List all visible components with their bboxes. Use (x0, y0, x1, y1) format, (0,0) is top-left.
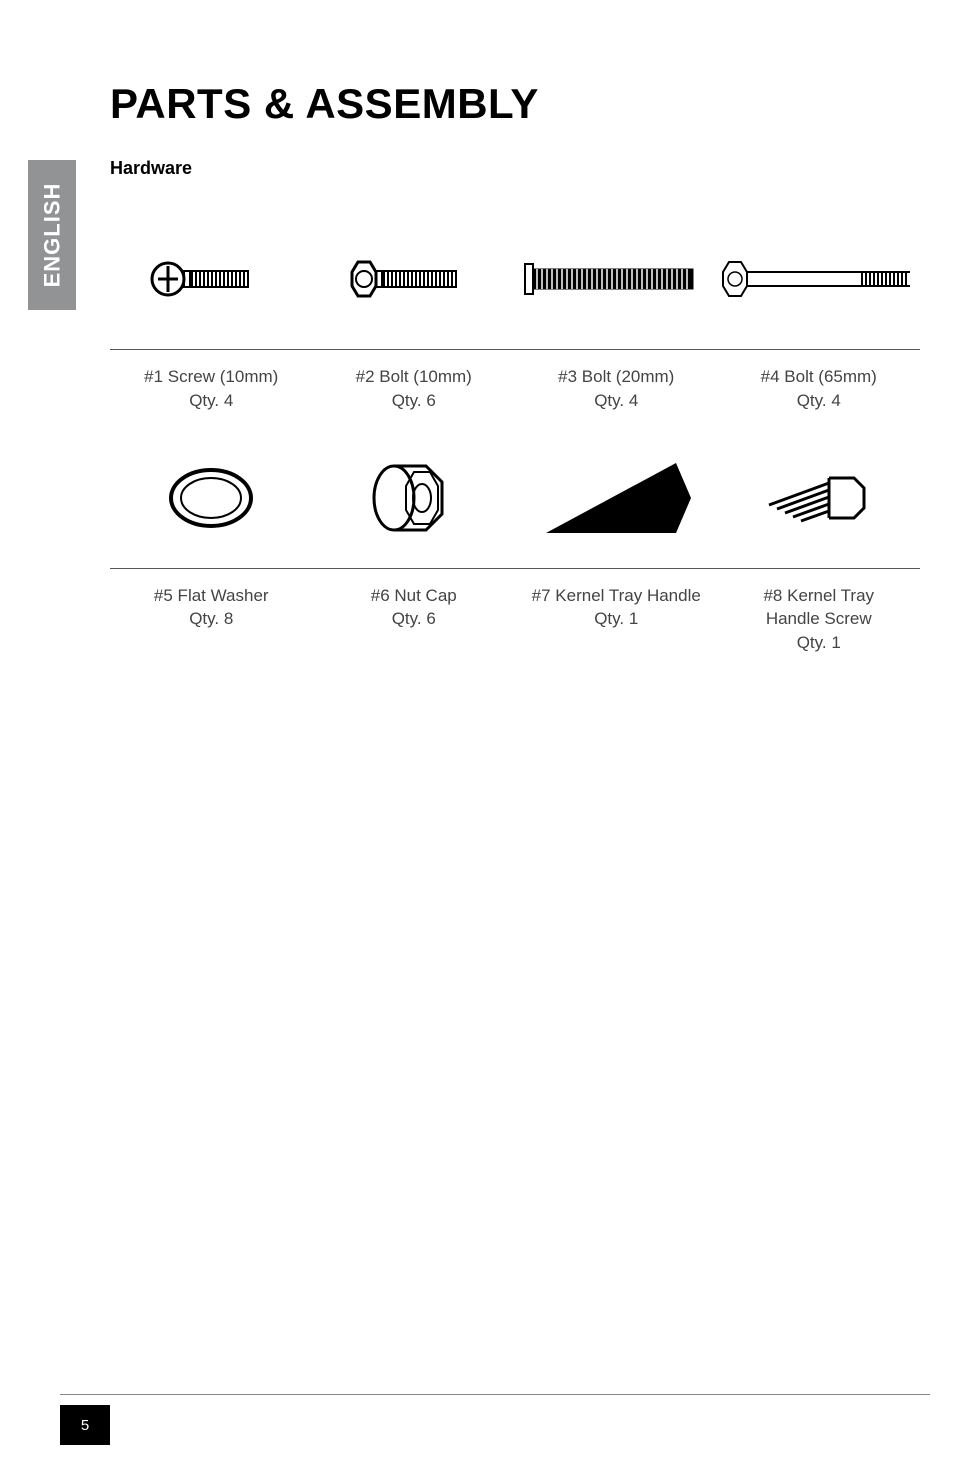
label-text: #4 Bolt (65mm) (722, 365, 917, 389)
bolt-65mm-image (710, 209, 920, 349)
bolt-10mm-label: #2 Bolt (10mm) Qty. 6 (313, 365, 516, 413)
page-title: PARTS & ASSEMBLY (110, 80, 920, 128)
flat-washer-image (110, 428, 313, 568)
label-qty: Qty. 6 (317, 607, 512, 631)
screw-10mm-label: #1 Screw (10mm) Qty. 4 (110, 365, 313, 413)
bolt-20mm-image (510, 209, 710, 349)
label-qty: Qty. 8 (114, 607, 309, 631)
label-text: #3 Bolt (20mm) (519, 365, 714, 389)
hardware-header: Hardware (110, 158, 920, 179)
page-number: 5 (60, 1405, 110, 1445)
kernel-tray-handle-screw-label: #8 Kernel Tray Handle Screw Qty. 1 (718, 584, 921, 655)
language-tab-text: ENGLISH (39, 183, 65, 288)
label-qty: Qty. 4 (114, 389, 309, 413)
handle-icon (536, 448, 696, 548)
page-number-text: 5 (81, 1417, 89, 1434)
label-text: Handle Screw (722, 607, 917, 631)
label-text: #2 Bolt (10mm) (317, 365, 512, 389)
bolt-10mm-image (310, 209, 510, 349)
hardware-row-2-labels: #5 Flat Washer Qty. 8 #6 Nut Cap Qty. 6 … (110, 568, 920, 670)
bolt-20mm-icon (520, 254, 700, 304)
bolt-65mm-icon (715, 254, 915, 304)
screw-icon (150, 254, 270, 304)
bolt-65mm-label: #4 Bolt (65mm) Qty. 4 (718, 365, 921, 413)
hardware-grid: #1 Screw (10mm) Qty. 4 #2 Bolt (10mm) Qt… (110, 209, 920, 670)
screw-10mm-image (110, 209, 310, 349)
hardware-row-1-images (110, 209, 920, 349)
content-area: PARTS & ASSEMBLY Hardware (110, 80, 920, 670)
bolt-10mm-icon (340, 254, 480, 304)
flat-washer-label: #5 Flat Washer Qty. 8 (110, 584, 313, 655)
hardware-row-1-labels: #1 Screw (10mm) Qty. 4 #2 Bolt (10mm) Qt… (110, 349, 920, 428)
washer-icon (161, 463, 261, 533)
label-text: #8 Kernel Tray (722, 584, 917, 608)
nut-cap-label: #6 Nut Cap Qty. 6 (313, 584, 516, 655)
label-qty: Qty. 4 (722, 389, 917, 413)
kernel-tray-handle-label: #7 Kernel Tray Handle Qty. 1 (515, 584, 718, 655)
label-qty: Qty. 1 (722, 631, 917, 655)
label-qty: Qty. 1 (519, 607, 714, 631)
kernel-tray-handle-image (515, 428, 718, 568)
handle-screw-icon (759, 463, 879, 533)
label-qty: Qty. 4 (519, 389, 714, 413)
nut-cap-image (313, 428, 516, 568)
label-qty: Qty. 6 (317, 389, 512, 413)
bolt-20mm-label: #3 Bolt (20mm) Qty. 4 (515, 365, 718, 413)
language-tab: ENGLISH (28, 160, 76, 310)
label-text: #1 Screw (10mm) (114, 365, 309, 389)
nut-cap-icon (364, 458, 464, 538)
label-text: #7 Kernel Tray Handle (519, 584, 714, 608)
label-text: #6 Nut Cap (317, 584, 512, 608)
hardware-row-2-images (110, 428, 920, 568)
footer-divider (60, 1394, 930, 1395)
kernel-tray-handle-screw-image (718, 428, 921, 568)
label-text: #5 Flat Washer (114, 584, 309, 608)
